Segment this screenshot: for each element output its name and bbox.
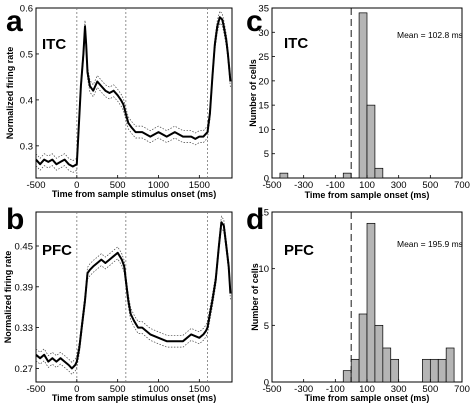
panel-letter-d: d [246, 203, 264, 236]
y-tick-label-c-2: 10 [258, 125, 269, 136]
x-tick-label-a-1: 0 [74, 180, 79, 191]
histogram-bar-d-11 [445, 347, 455, 383]
y-tick-label-b-3: 0.45 [15, 242, 34, 253]
x-tick-label-b-3: 1000 [148, 384, 169, 395]
x-tick-label-d-4: 300 [391, 384, 407, 395]
x-tick-label-a-4: 1500 [189, 180, 210, 191]
histogram-bar-d-10 [437, 358, 447, 383]
histogram-bar-c-2 [358, 12, 368, 179]
x-tick-label-d-3: 100 [359, 384, 375, 395]
region-label-c: ITC [284, 35, 308, 52]
y-tick-label-c-4: 20 [258, 76, 269, 87]
histogram-bar-d-1 [350, 358, 360, 383]
plot-content-b: -500 0 500 1000 1500 0.27 0.33 0.39 0.45 [15, 212, 232, 395]
panel-letter-a: a [6, 5, 23, 38]
histogram-bar-c-0 [279, 172, 289, 179]
histogram-bar-c-4 [374, 167, 384, 179]
x-tick-label-b-4: 1500 [189, 384, 210, 395]
y-axis-label-d: Number of cells [250, 263, 260, 331]
x-tick-label-c-6: 700 [454, 180, 470, 191]
histogram-bar-d-2 [358, 313, 368, 383]
histogram-bar-d-8 [422, 358, 431, 383]
axes-frame-a [35, 7, 233, 179]
x-axis-label-d: Time from sample onset (ms) [305, 393, 430, 403]
y-tick-label-c-1: 5 [264, 149, 269, 160]
panel-a: a ITC Normalized firing rate Time from s… [5, 4, 233, 199]
histogram-bar-d-0 [342, 370, 352, 383]
plot-content-a: -500 0 500 1000 1500 0.3 0.4 0.5 0.6 [20, 4, 232, 191]
x-tick-label-a-0: -500 [26, 180, 45, 191]
panel-c: c ITC Mean = 102.8 ms Number of cells Ti… [246, 4, 470, 201]
mean-label-d: Mean = 195.9 ms [397, 239, 463, 249]
x-tick-label-d-5: 500 [422, 384, 438, 395]
region-label-a: ITC [42, 36, 66, 53]
y-tick-label-a-3: 0.6 [20, 4, 33, 15]
x-axis-label-a: Time from sample stimulus onset (ms) [52, 189, 216, 199]
y-tick-label-d-0: 0 [264, 378, 269, 389]
y-tick-label-c-3: 15 [258, 101, 269, 112]
y-tick-label-c-7: 35 [258, 4, 269, 15]
x-tick-label-c-5: 500 [422, 180, 438, 191]
x-tick-label-c-4: 300 [391, 180, 407, 191]
region-label-d: PFC [284, 242, 314, 259]
histogram-bar-c-3 [366, 104, 376, 179]
panel-letter-c: c [246, 5, 263, 38]
x-tick-label-c-3: 100 [359, 180, 375, 191]
panel-d: d PFC Mean = 195.9 ms Number of cells Ti… [246, 203, 470, 403]
histogram-bar-d-3 [366, 222, 376, 383]
x-tick-label-c-2: -100 [326, 180, 345, 191]
y-tick-label-c-0: 0 [264, 174, 269, 185]
x-tick-label-a-2: 500 [110, 180, 126, 191]
y-tick-label-d-2: 10 [258, 264, 269, 275]
y-tick-label-c-5: 25 [258, 52, 269, 63]
y-tick-label-d-3: 15 [258, 208, 269, 219]
x-axis-label-c: Time from sample onset (ms) [305, 190, 430, 200]
x-axis-label-b: Time from sample stimulus onset (ms) [52, 393, 216, 403]
x-tick-label-d-6: 700 [454, 384, 470, 395]
histogram-bar-c-1 [342, 172, 352, 179]
y-tick-label-b-0: 0.27 [15, 364, 34, 375]
y-tick-label-b-1: 0.33 [15, 323, 34, 334]
mean-label-c: Mean = 102.8 ms [397, 30, 463, 40]
y-tick-label-a-2: 0.5 [20, 49, 33, 60]
histogram-bar-d-4 [374, 324, 384, 383]
y-axis-label-b: Normalized firing rate [3, 251, 13, 344]
histogram-bar-d-5 [382, 347, 392, 383]
panel-letter-b: b [6, 203, 24, 236]
panel-b: b PFC Normalized firing rate Time from s… [3, 203, 233, 403]
x-tick-label-b-2: 500 [110, 384, 126, 395]
x-tick-label-b-0: -500 [26, 384, 45, 395]
x-tick-label-b-1: 0 [74, 384, 79, 395]
y-tick-label-c-6: 30 [258, 28, 269, 39]
y-axis-label-a: Normalized firing rate [5, 47, 15, 140]
y-tick-label-a-0: 0.3 [20, 141, 33, 152]
region-label-b: PFC [42, 242, 72, 259]
histogram-bar-d-9 [429, 358, 439, 383]
axes-frame-b [35, 211, 233, 383]
mean-firing-line-b [35, 221, 232, 370]
x-tick-label-d-1: -300 [294, 384, 313, 395]
plot-content-d: -500 -300 -100 100 300 500 700 0 5 10 15 [258, 208, 470, 396]
x-tick-label-d-2: -100 [326, 384, 345, 395]
mean-firing-line-a [35, 16, 232, 168]
y-tick-label-a-1: 0.4 [20, 95, 33, 106]
y-axis-label-c: Number of cells [248, 59, 258, 127]
y-tick-label-d-1: 5 [264, 321, 269, 332]
x-tick-label-d-0: -500 [262, 384, 281, 395]
sem-lower-b [35, 227, 231, 375]
x-tick-label-a-3: 1000 [148, 180, 169, 191]
y-tick-label-b-2: 0.39 [15, 282, 34, 293]
histogram-bar-d-6 [390, 358, 400, 383]
sem-upper-b [35, 215, 231, 363]
x-tick-label-c-0: -500 [262, 180, 281, 191]
plot-content-c: -500 -300 -100 100 300 500 700 0 5 10 15 20 25 30 35 [258, 4, 470, 192]
x-tick-label-c-1: -300 [294, 180, 313, 191]
